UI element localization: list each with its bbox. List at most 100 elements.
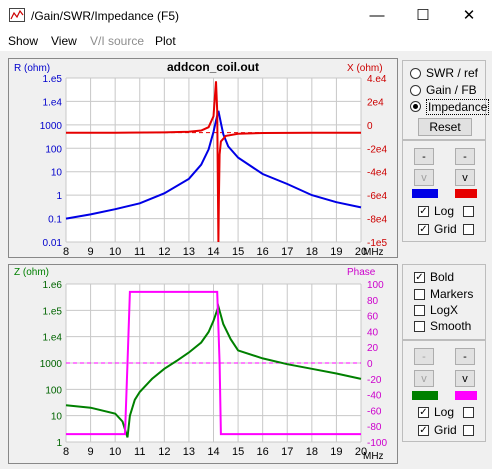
left-tick-label: 100 — [45, 385, 62, 396]
right-tick-label: 0 — [367, 121, 373, 132]
impedance-rx-chart: addcon_coil.out R (ohm) X (ohm) 1.e5 1.e4… — [8, 58, 398, 258]
top-axis-group — [402, 140, 486, 242]
logx-checkbox[interactable] — [414, 305, 425, 316]
menu-view[interactable]: View — [51, 34, 77, 48]
left-tick-label: 0.01 — [43, 238, 63, 249]
x-tick-label: 12 — [158, 446, 170, 458]
menu-vi-source[interactable]: V/I source — [90, 34, 145, 48]
x-tick-label: 16 — [257, 446, 269, 458]
radio-impedance-label: Impedance — [426, 99, 490, 115]
right-scale-down-button[interactable]: v — [455, 370, 475, 387]
x-tick-label: 20 — [355, 446, 367, 458]
right-tick-label: -8e4 — [367, 215, 387, 226]
x-tick-label: 8 — [63, 246, 69, 258]
left-log-checkbox[interactable]: ✓ — [418, 407, 429, 418]
bold-label: Bold — [430, 270, 455, 284]
x-tick-label: 15 — [232, 446, 244, 458]
left-grid-checkbox[interactable]: ✓ — [418, 224, 429, 235]
radio-swr-label: SWR / ref — [426, 66, 479, 80]
left-tick-label: 1.e4 — [43, 97, 63, 108]
x-tick-label: 18 — [306, 246, 318, 258]
x-tick-label: 10 — [109, 446, 121, 458]
x-tick-label: 19 — [330, 446, 342, 458]
menu-bar — [0, 32, 492, 51]
right-log-checkbox[interactable] — [463, 407, 474, 418]
x-tick-label: 11 — [134, 246, 145, 258]
x-tick-label: 9 — [88, 446, 94, 458]
bottom-axis-group — [402, 340, 486, 442]
maximize-button[interactable]: ☐ — [416, 7, 430, 24]
menu-plot[interactable]: Plot — [155, 34, 176, 48]
x-unit-label: MHz — [363, 451, 384, 462]
smooth-label: Smooth — [430, 319, 472, 333]
left-tick-label: 1.e5 — [43, 74, 63, 85]
chart-title: addcon_coil.out — [167, 60, 259, 74]
left-tick-label: 1 — [56, 191, 62, 202]
right-axis-label: X (ohm) — [347, 63, 383, 74]
radio-swr[interactable] — [410, 68, 421, 79]
bold-checkbox[interactable]: ✓ — [414, 272, 425, 283]
x-tick-label: 12 — [158, 246, 170, 258]
left-log-checkbox[interactable]: ✓ — [418, 206, 429, 217]
right-tick-label: 20 — [367, 343, 379, 354]
left-tick-label: 1.e4 — [43, 333, 63, 344]
right-log-checkbox[interactable] — [463, 206, 474, 217]
left-tick-label: 10 — [51, 412, 63, 423]
left-series-color-swatch[interactable] — [412, 391, 438, 400]
left-scale-up-button[interactable]: - — [414, 348, 434, 365]
reset-button[interactable]: Reset — [418, 118, 472, 136]
right-tick-label: 2e4 — [367, 97, 384, 108]
markers-checkbox[interactable] — [414, 289, 425, 300]
minimize-button[interactable]: — — [369, 7, 385, 24]
right-scale-up-button[interactable]: - — [455, 348, 475, 365]
logx-label: LogX — [430, 303, 459, 317]
x-tick-label: 8 — [63, 446, 69, 458]
x-tick-label: 11 — [134, 446, 145, 458]
right-tick-label: -4e4 — [367, 168, 387, 179]
left-tick-label: 1000 — [40, 359, 63, 370]
right-grid-checkbox[interactable] — [463, 425, 474, 436]
right-grid-checkbox[interactable] — [463, 224, 474, 235]
series-line-right — [66, 81, 362, 243]
left-tick-label: 1.e6 — [43, 280, 63, 291]
title-bar[interactable] — [0, 0, 492, 32]
x-tick-label: 15 — [232, 246, 244, 258]
radio-gain[interactable] — [410, 85, 421, 96]
x-tick-label: 17 — [281, 246, 293, 258]
right-tick-label: -20 — [367, 375, 382, 386]
app-icon — [9, 8, 25, 22]
x-tick-label: 18 — [306, 446, 318, 458]
close-button[interactable]: ✕ — [462, 7, 476, 24]
log-checkbox-label: Log — [434, 204, 455, 218]
left-series-color-swatch[interactable] — [412, 189, 438, 198]
right-tick-label: -60 — [367, 406, 382, 417]
right-tick-label: 4.e4 — [367, 74, 387, 85]
x-tick-label: 14 — [207, 246, 219, 258]
left-scale-up-button[interactable]: - — [414, 148, 434, 165]
right-series-color-swatch[interactable] — [455, 189, 477, 198]
right-tick-label: -1e5 — [367, 238, 387, 249]
menu-show[interactable]: Show — [8, 34, 39, 48]
mode-group — [402, 60, 486, 140]
right-tick-label: 0 — [367, 359, 373, 370]
left-scale-down-button[interactable]: v — [414, 370, 434, 387]
right-tick-label: -100 — [367, 438, 387, 449]
smooth-checkbox[interactable] — [414, 321, 425, 332]
display-options-group — [402, 264, 486, 340]
left-tick-label: 1.e5 — [43, 306, 63, 317]
left-tick-label: 10 — [51, 168, 63, 179]
right-tick-label: 100 — [367, 280, 384, 291]
right-series-color-swatch[interactable] — [455, 391, 477, 400]
radio-impedance[interactable] — [410, 101, 421, 112]
x-tick-label: 17 — [281, 446, 293, 458]
left-axis-label: Z (ohm) — [14, 267, 49, 278]
left-scale-down-button[interactable]: v — [414, 169, 434, 186]
right-scale-down-button[interactable]: v — [455, 169, 475, 186]
left-grid-checkbox[interactable]: ✓ — [418, 425, 429, 436]
x-tick-label: 16 — [257, 246, 269, 258]
right-tick-label: 40 — [367, 327, 379, 338]
markers-label: Markers — [430, 287, 474, 301]
grid-checkbox-label: Grid — [434, 423, 457, 437]
right-scale-up-button[interactable]: - — [455, 148, 475, 165]
